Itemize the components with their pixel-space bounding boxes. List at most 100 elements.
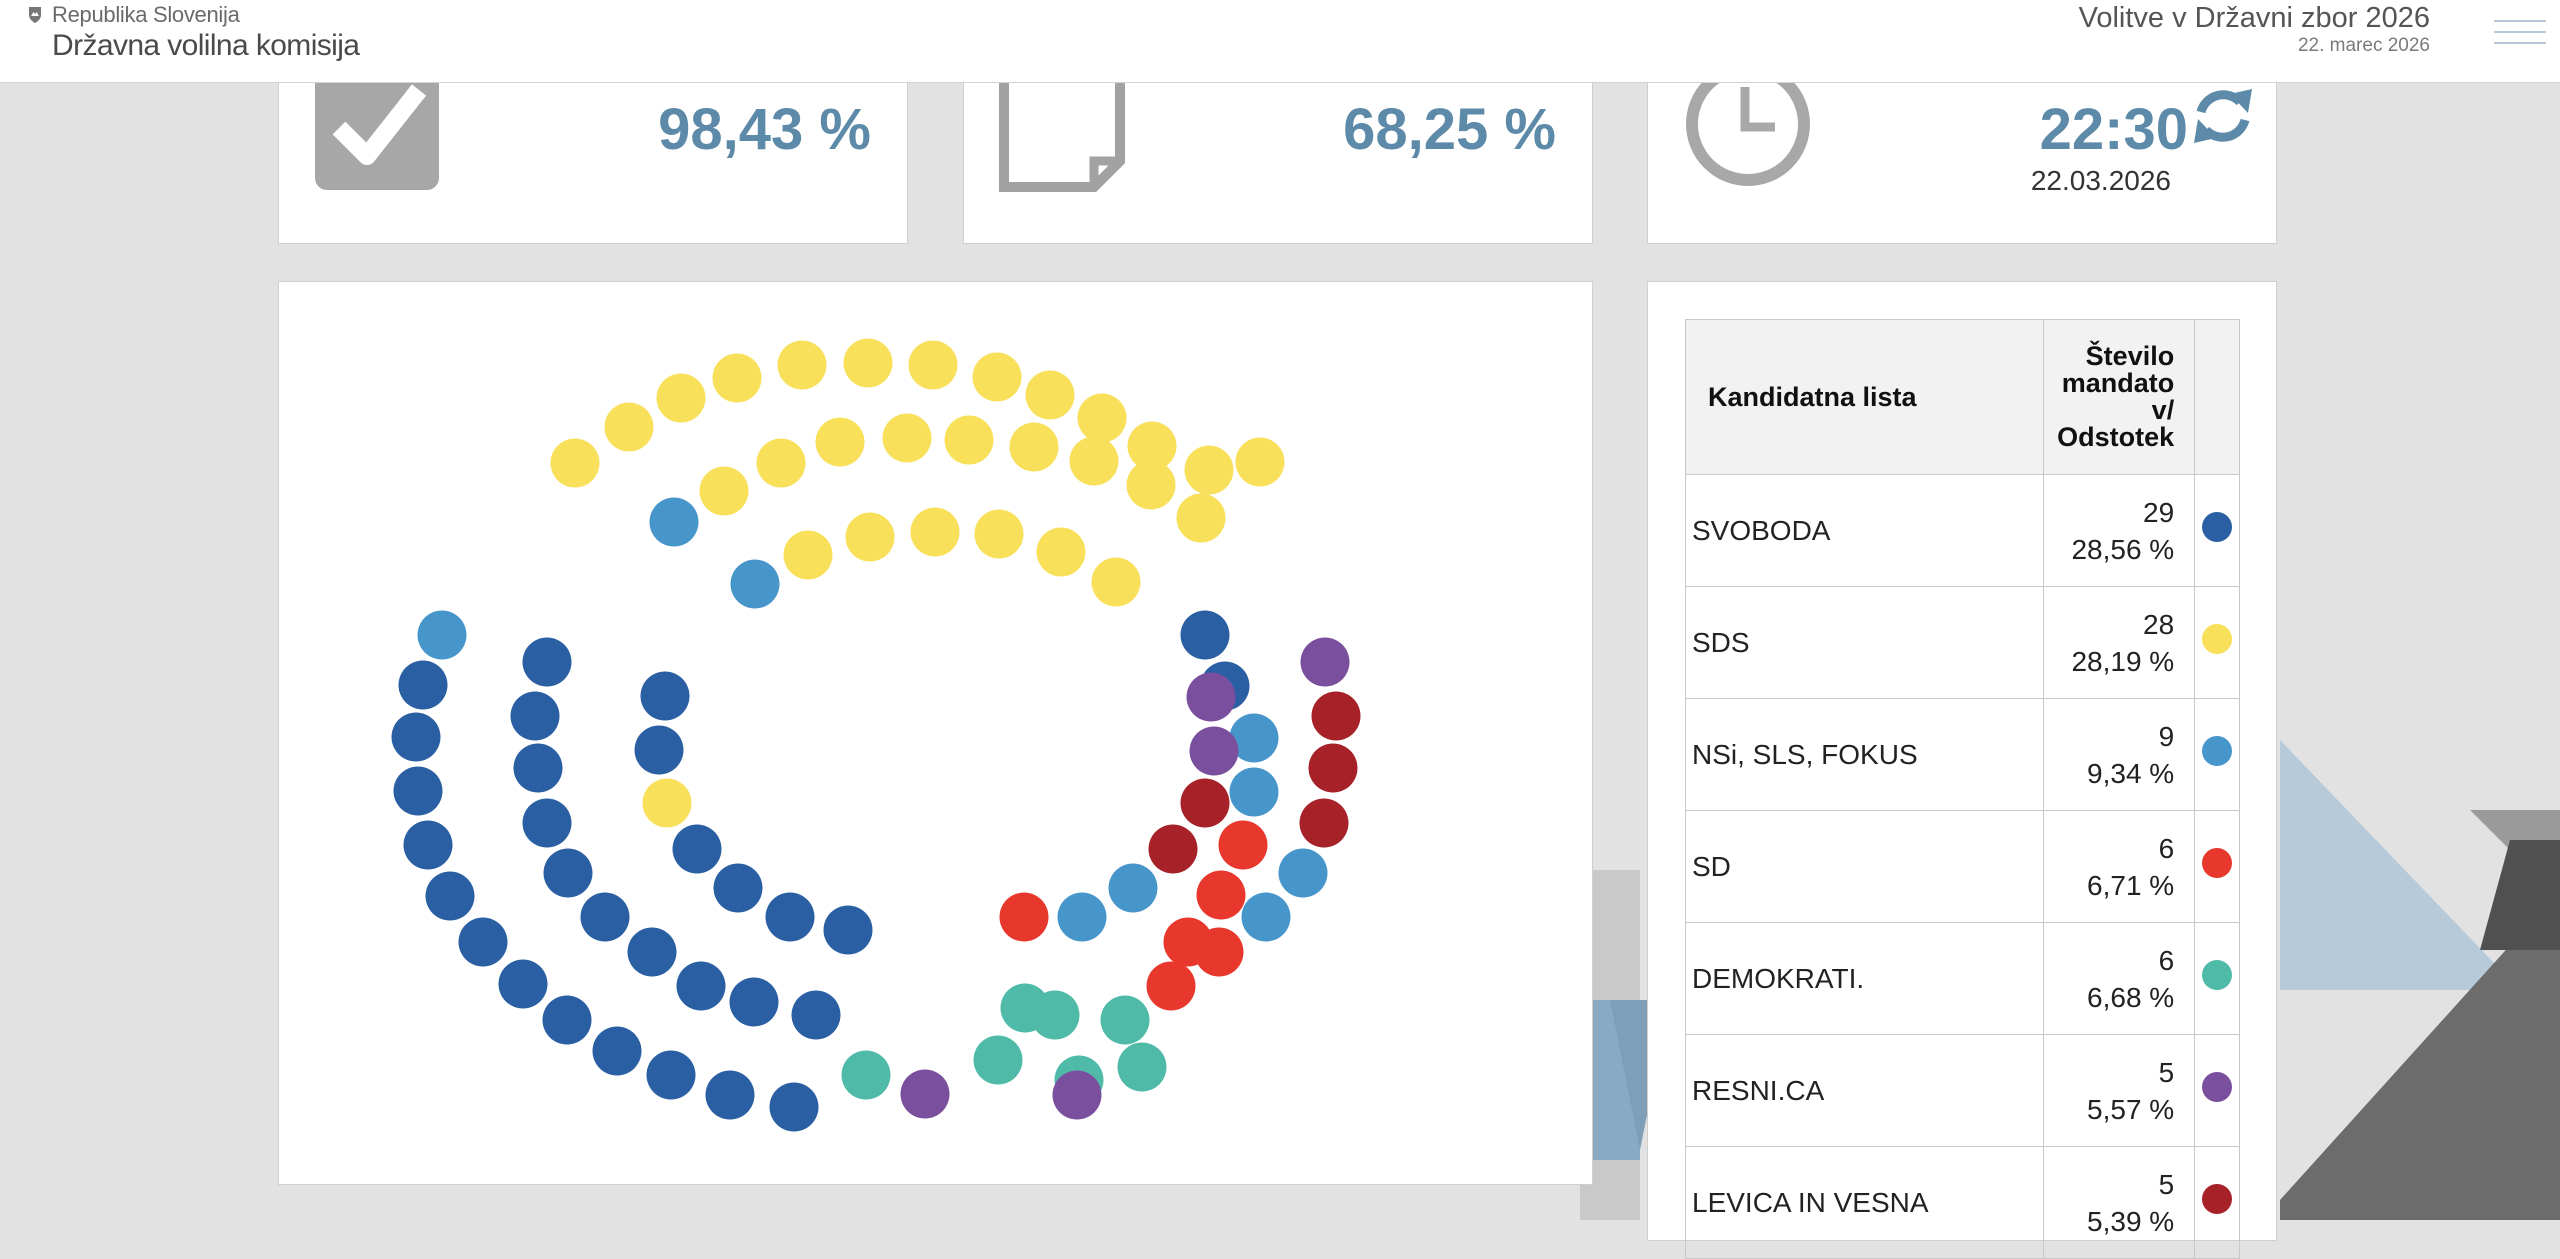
seat-demokrati[interactable] — [841, 1050, 891, 1100]
seat-sds[interactable] — [1126, 460, 1176, 510]
seat-nsi[interactable] — [417, 610, 467, 660]
seat-sd[interactable] — [1196, 870, 1246, 920]
seat-sds[interactable] — [845, 512, 895, 562]
seat-resnica[interactable] — [1052, 1070, 1102, 1120]
table-row[interactable]: RESNI.CA 5 5,57 % — [1684, 1034, 2240, 1147]
seat-sds[interactable] — [972, 352, 1022, 402]
seat-levica[interactable] — [1299, 798, 1349, 848]
table-row[interactable]: DEMOKRATI. 6 6,68 % — [1684, 922, 2240, 1035]
seat-svoboda[interactable] — [393, 766, 443, 816]
seat-nsi[interactable] — [1108, 863, 1158, 913]
seat-svoboda[interactable] — [403, 820, 453, 870]
seat-sds[interactable] — [944, 415, 994, 465]
seat-resnica[interactable] — [1300, 637, 1350, 687]
seat-svoboda[interactable] — [458, 917, 508, 967]
seat-svoboda[interactable] — [580, 892, 630, 942]
seat-sds[interactable] — [843, 338, 893, 388]
seat-nsi[interactable] — [1241, 892, 1291, 942]
seat-svoboda[interactable] — [522, 798, 572, 848]
seat-sd[interactable] — [1146, 961, 1196, 1011]
seat-sds[interactable] — [1069, 436, 1119, 486]
seat-svoboda[interactable] — [498, 959, 548, 1009]
seat-sds[interactable] — [1127, 421, 1177, 471]
seat-sds[interactable] — [1091, 557, 1141, 607]
seat-sds[interactable] — [756, 438, 806, 488]
seat-sds[interactable] — [712, 353, 762, 403]
seat-svoboda[interactable] — [1180, 610, 1230, 660]
seat-svoboda[interactable] — [510, 691, 560, 741]
seat-sds[interactable] — [815, 417, 865, 467]
seat-sds[interactable] — [1184, 445, 1234, 495]
seat-sds[interactable] — [699, 466, 749, 516]
seat-sds[interactable] — [908, 340, 958, 390]
seat-sds[interactable] — [1077, 393, 1127, 443]
seat-levica[interactable] — [1311, 691, 1361, 741]
table-row[interactable]: LEVICA IN VESNA 5 5,39 % — [1684, 1146, 2240, 1259]
hamburger-menu-icon[interactable] — [2494, 20, 2546, 48]
seat-sd[interactable] — [1218, 820, 1268, 870]
seat-resnica[interactable] — [900, 1069, 950, 1119]
seat-svoboda[interactable] — [522, 637, 572, 687]
header-seats-percent[interactable]: Število mandato v/ Odstotek — [2043, 319, 2196, 475]
seat-nsi[interactable] — [730, 559, 780, 609]
seat-svoboda[interactable] — [672, 824, 722, 874]
seat-svoboda[interactable] — [542, 995, 592, 1045]
seat-resnica[interactable] — [1186, 672, 1236, 722]
table-row[interactable]: SD 6 6,71 % — [1684, 810, 2240, 923]
seat-svoboda[interactable] — [398, 660, 448, 710]
seat-svoboda[interactable] — [646, 1050, 696, 1100]
table-row[interactable]: NSi, SLS, FOKUS 9 9,34 % — [1684, 698, 2240, 811]
seat-svoboda[interactable] — [729, 977, 779, 1027]
seat-svoboda[interactable] — [640, 671, 690, 721]
seat-svoboda[interactable] — [592, 1026, 642, 1076]
seat-svoboda[interactable] — [769, 1082, 819, 1132]
seat-svoboda[interactable] — [791, 990, 841, 1040]
seat-sds[interactable] — [642, 778, 692, 828]
party-result: 6 6,71 % — [2043, 810, 2196, 923]
seat-svoboda[interactable] — [391, 712, 441, 762]
seat-sd[interactable] — [1194, 927, 1244, 977]
seat-resnica[interactable] — [1189, 726, 1239, 776]
refresh-icon[interactable] — [2190, 83, 2256, 149]
seat-sds[interactable] — [974, 509, 1024, 559]
seat-sds[interactable] — [604, 402, 654, 452]
table-row[interactable]: SDS 28 28,19 % — [1684, 586, 2240, 699]
seat-sds[interactable] — [1176, 493, 1226, 543]
seat-demokrati[interactable] — [1117, 1042, 1167, 1092]
seat-demokrati[interactable] — [973, 1035, 1023, 1085]
seat-sds[interactable] — [882, 413, 932, 463]
seat-svoboda[interactable] — [543, 848, 593, 898]
seat-sds[interactable] — [910, 507, 960, 557]
seat-nsi[interactable] — [1229, 767, 1279, 817]
seat-demokrati[interactable] — [1100, 995, 1150, 1045]
header-party-list[interactable]: Kandidatna lista — [1684, 319, 2045, 475]
seat-levica[interactable] — [1180, 778, 1230, 828]
seat-sds[interactable] — [783, 530, 833, 580]
seat-svoboda[interactable] — [705, 1070, 755, 1120]
seat-sds[interactable] — [656, 373, 706, 423]
seat-levica[interactable] — [1148, 824, 1198, 874]
seat-svoboda[interactable] — [425, 871, 475, 921]
seat-svoboda[interactable] — [713, 863, 763, 913]
seat-demokrati[interactable] — [1030, 990, 1080, 1040]
seat-svoboda[interactable] — [676, 961, 726, 1011]
seat-sds[interactable] — [1025, 370, 1075, 420]
seat-sds[interactable] — [1036, 527, 1086, 577]
seat-nsi[interactable] — [1278, 848, 1328, 898]
seat-nsi[interactable] — [1229, 713, 1279, 763]
seat-sds[interactable] — [1235, 437, 1285, 487]
seat-svoboda[interactable] — [634, 725, 684, 775]
seat-sd[interactable] — [999, 892, 1049, 942]
table-row[interactable]: SVOBODA 29 28,56 % — [1684, 474, 2240, 587]
seat-nsi[interactable] — [649, 497, 699, 547]
seat-svoboda[interactable] — [765, 892, 815, 942]
seat-levica[interactable] — [1308, 743, 1358, 793]
seat-sds[interactable] — [1009, 422, 1059, 472]
seat-sds[interactable] — [777, 340, 827, 390]
seat-svoboda[interactable] — [627, 927, 677, 977]
seat-svoboda[interactable] — [823, 905, 873, 955]
parliament-seat-chart — [391, 338, 1361, 1132]
seat-svoboda[interactable] — [513, 743, 563, 793]
seat-sds[interactable] — [550, 438, 600, 488]
seat-nsi[interactable] — [1057, 892, 1107, 942]
